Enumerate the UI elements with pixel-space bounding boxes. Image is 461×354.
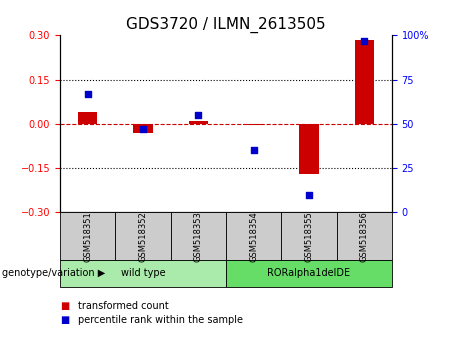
Bar: [189, 121, 208, 124]
Text: GSM518353: GSM518353: [194, 211, 203, 262]
Point: [84, 91, 91, 97]
Point: [139, 126, 147, 132]
Text: GSM518355: GSM518355: [304, 211, 313, 262]
Bar: [244, 124, 263, 125]
Point: [250, 148, 257, 153]
Text: GSM518354: GSM518354: [249, 211, 258, 262]
Point: [305, 192, 313, 198]
Text: ■: ■: [60, 315, 69, 325]
Text: transformed count: transformed count: [78, 301, 169, 311]
Bar: [78, 112, 97, 124]
Text: genotype/variation ▶: genotype/variation ▶: [2, 268, 106, 279]
Title: GDS3720 / ILMN_2613505: GDS3720 / ILMN_2613505: [126, 16, 326, 33]
Bar: [299, 124, 319, 174]
Text: GSM518351: GSM518351: [83, 211, 92, 262]
Point: [195, 112, 202, 118]
Text: ■: ■: [60, 301, 69, 311]
Bar: [133, 124, 153, 133]
Bar: [355, 40, 374, 124]
Text: percentile rank within the sample: percentile rank within the sample: [78, 315, 243, 325]
Text: wild type: wild type: [121, 268, 165, 279]
Text: RORalpha1delDE: RORalpha1delDE: [267, 268, 350, 279]
Point: [361, 38, 368, 44]
Text: GSM518352: GSM518352: [138, 211, 148, 262]
Text: GSM518356: GSM518356: [360, 211, 369, 262]
